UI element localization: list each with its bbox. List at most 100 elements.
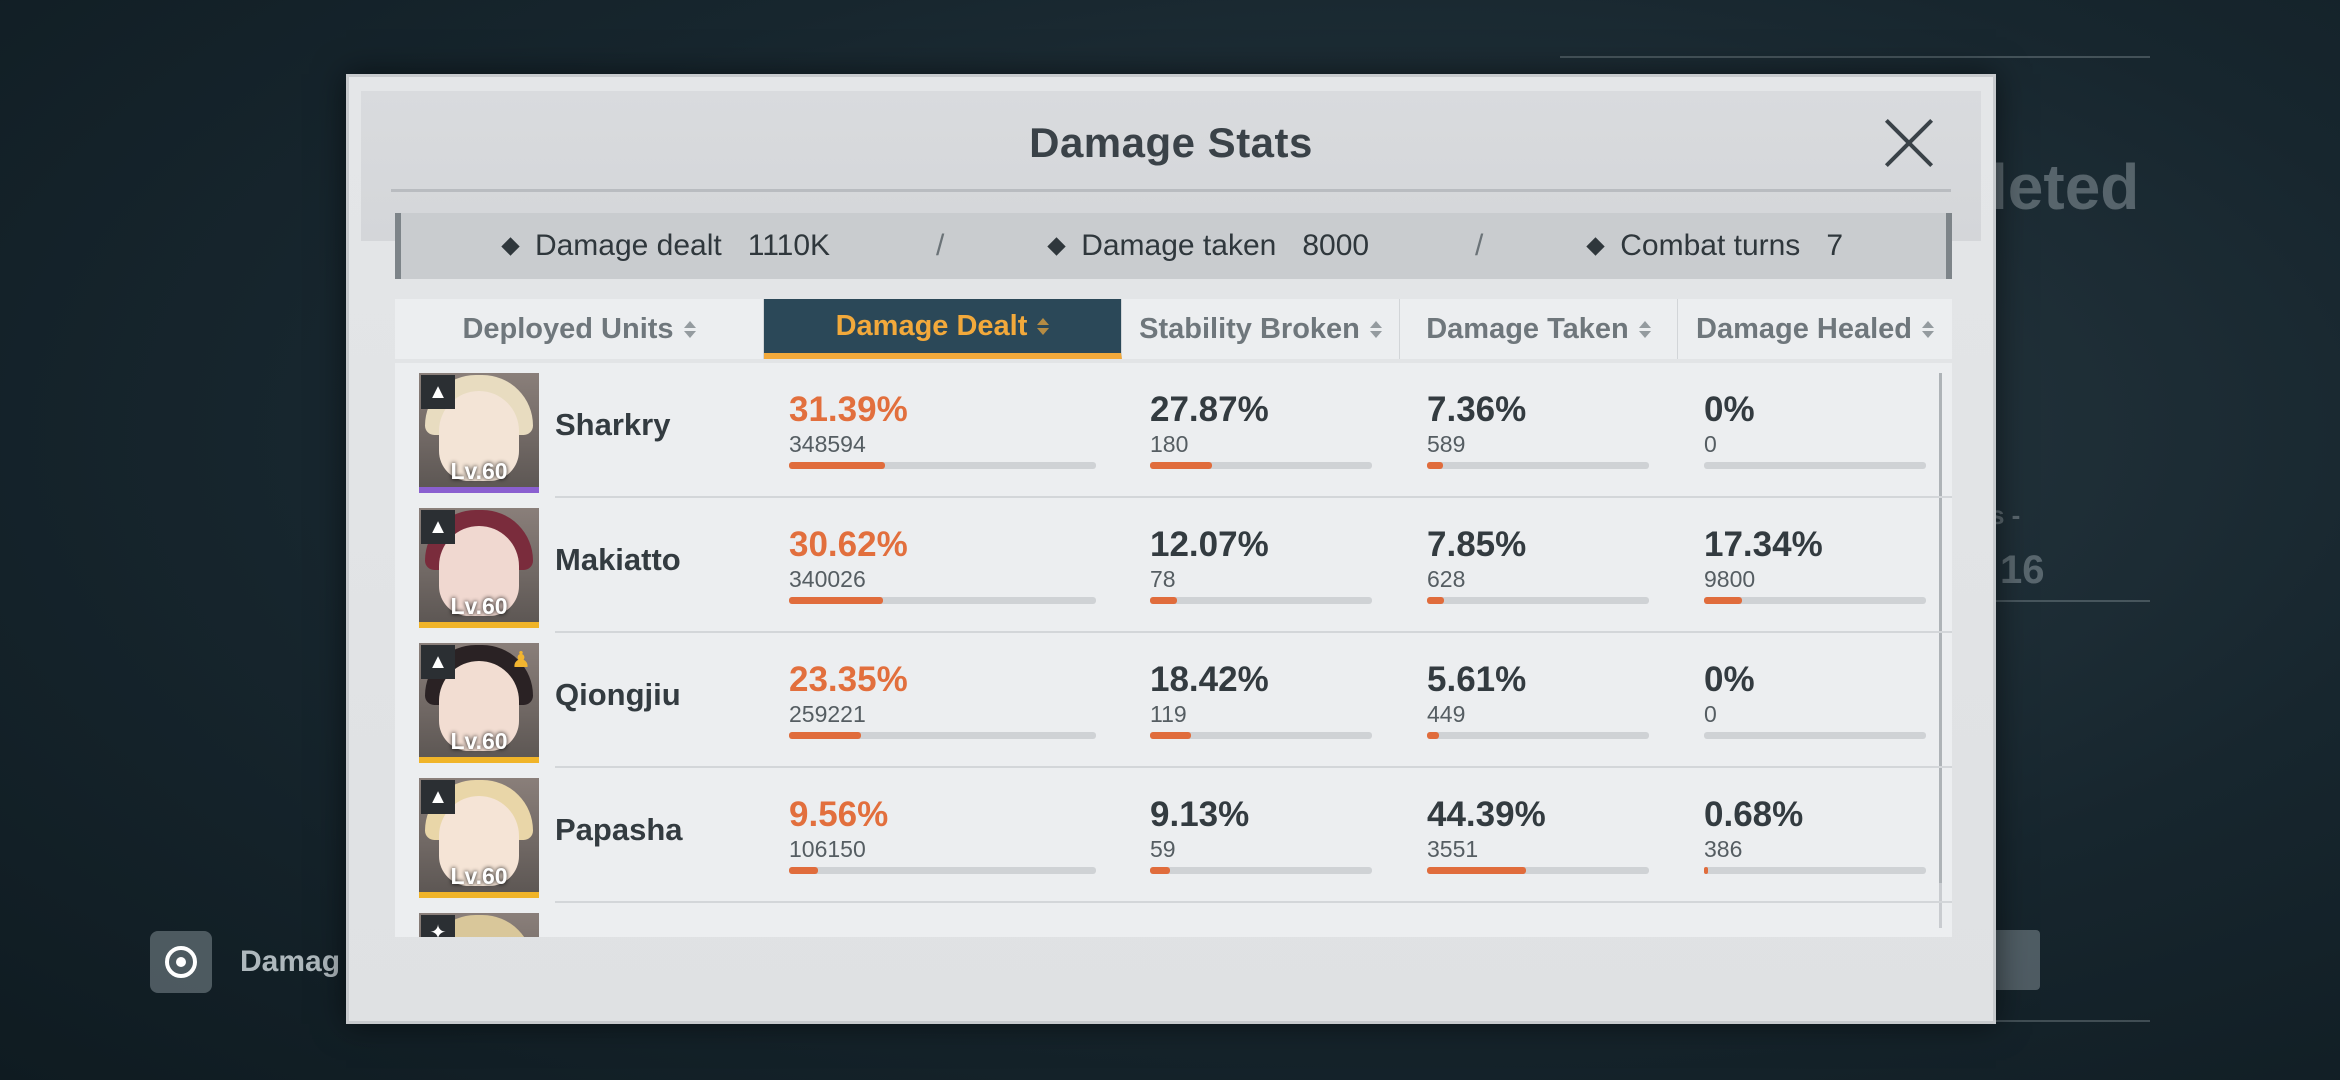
damage-stats-dialog: Damage Stats Damage dealt 1110K / Damage…	[346, 74, 1996, 1024]
stat-progress-fill	[1150, 867, 1171, 874]
summary-damage-taken: Damage taken 8000	[1047, 229, 1369, 263]
background-divider	[1900, 1020, 2150, 1022]
tab-damage-taken[interactable]: Damage Taken	[1400, 299, 1678, 359]
stat-value: 3551	[1427, 836, 1479, 862]
unit-row[interactable]: ▲ ♟ Lv.60 Qiongjiu 23.35% 259221 18.42% 119 5.61…	[395, 633, 1952, 768]
tab-label: Stability Broken	[1139, 312, 1360, 345]
background-value-fragment: 16	[2000, 548, 2045, 592]
stat-value: 78	[1150, 566, 1176, 592]
stat-stability-broken: 9.13% 59	[1150, 796, 1372, 874]
stat-percent: 44.39%	[1427, 795, 1546, 834]
unit-level: Lv.60	[450, 593, 508, 619]
background-damage-button[interactable]: Damag	[150, 930, 570, 994]
stat-progress-fill	[1427, 597, 1445, 604]
stat-progress-bar	[1704, 732, 1926, 739]
stat-value: 106150	[789, 836, 866, 862]
stat-percent: 7.85%	[1427, 525, 1527, 564]
background-divider	[1990, 600, 2150, 602]
unit-avatar[interactable]: ▲ ♟ Lv.60	[419, 643, 539, 763]
stat-progress-bar	[1427, 597, 1649, 604]
unit-row-partial[interactable]: ✦	[395, 903, 1952, 937]
stat-value: 119	[1150, 701, 1187, 727]
stat-value: 449	[1427, 701, 1466, 727]
unit-avatar[interactable]: ▲ Lv.60	[419, 778, 539, 898]
unit-avatar[interactable]: ▲ Lv.60	[419, 508, 539, 628]
unit-row[interactable]: ▲ Lv.60 Papasha 9.56% 106150 9.13% 59 44.39% 355…	[395, 768, 1952, 903]
stat-damage-healed: 17.34% 9800	[1704, 526, 1926, 604]
summary-damage-dealt: Damage dealt 1110K	[501, 229, 831, 263]
tab-damage-dealt[interactable]: Damage Dealt	[764, 299, 1122, 359]
unit-avatar[interactable]: ✦	[419, 913, 539, 937]
stat-progress-bar	[789, 597, 1096, 604]
stat-progress-bar	[1150, 597, 1372, 604]
unit-avatar[interactable]: ▲ Lv.60	[419, 373, 539, 493]
stat-progress-bar	[1427, 732, 1649, 739]
stats-tab-bar: Deployed Units Damage Dealt Stability Br…	[395, 299, 1952, 359]
unit-name: Makiatto	[555, 542, 681, 577]
stat-progress-bar	[1704, 867, 1926, 874]
stat-damage-dealt: 31.39% 348594	[789, 391, 1096, 469]
row-divider	[555, 496, 1952, 498]
stat-value: 0	[1704, 431, 1717, 457]
stat-value: 348594	[789, 431, 866, 457]
stat-percent: 5.61%	[1427, 660, 1527, 699]
scrollbar-thumb[interactable]	[1939, 373, 1942, 883]
summary-damage-taken-label: Damage taken	[1081, 229, 1277, 262]
stat-value: 589	[1427, 431, 1466, 457]
unit-name: Qiongjiu	[555, 677, 681, 712]
unit-level: Lv.60	[450, 863, 508, 889]
stat-progress-fill	[1704, 867, 1709, 874]
rarity-stripe	[419, 757, 539, 763]
diamond-bullet-icon	[1047, 236, 1066, 256]
dialog-title: Damage Stats	[1029, 119, 1313, 166]
stat-stability-broken: 12.07% 78	[1150, 526, 1372, 604]
stat-percent: 27.87%	[1150, 390, 1269, 429]
flame-class-icon: ▲	[421, 510, 455, 544]
diamond-bullet-icon	[1586, 236, 1605, 256]
background-button-label: Damag	[240, 945, 341, 978]
tab-stability-broken[interactable]: Stability Broken	[1122, 299, 1400, 359]
summary-separator: /	[1474, 229, 1484, 262]
stat-percent: 17.34%	[1704, 525, 1823, 564]
diamond-bullet-icon	[501, 236, 520, 256]
stat-damage-taken: 44.39% 3551	[1427, 796, 1649, 874]
stat-damage-healed: 0% 0	[1704, 661, 1926, 739]
stat-damage-dealt: 23.35% 259221	[789, 661, 1096, 739]
stat-stability-broken: 18.42% 119	[1150, 661, 1372, 739]
summary-damage-dealt-value: 1110K	[747, 229, 831, 262]
stat-percent: 30.62%	[789, 525, 908, 564]
sort-icon	[1369, 320, 1382, 338]
stat-value: 180	[1150, 431, 1189, 457]
flame-class-icon: ▲	[421, 780, 455, 814]
unit-name: Sharkry	[555, 407, 671, 442]
stat-percent: 0%	[1704, 660, 1755, 699]
flame-class-icon: ▲	[421, 375, 455, 409]
stat-damage-healed: 0% 0	[1704, 391, 1926, 469]
stat-progress-fill	[1150, 462, 1212, 469]
stat-progress-fill	[1150, 732, 1191, 739]
stat-progress-bar	[1150, 867, 1372, 874]
stat-progress-fill	[789, 732, 861, 739]
tab-deployed-units[interactable]: Deployed Units	[395, 299, 764, 359]
unit-stats-list[interactable]: ▲ Lv.60 Sharkry 31.39% 348594 27.87% 180 7.36% 5…	[395, 363, 1952, 937]
sort-icon	[1922, 320, 1934, 338]
stat-progress-bar	[1150, 462, 1372, 469]
unit-row[interactable]: ▲ Lv.60 Sharkry 31.39% 348594 27.87% 180 7.36% 5…	[395, 363, 1952, 498]
stat-progress-fill	[1150, 597, 1177, 604]
tab-label: Damage Taken	[1426, 312, 1629, 345]
close-button[interactable]	[1881, 115, 1937, 171]
unit-row[interactable]: ▲ Lv.60 Makiatto 30.62% 340026 12.07% 78 7.85% 6…	[395, 498, 1952, 633]
stat-percent: 18.42%	[1150, 660, 1269, 699]
stat-progress-fill	[1427, 732, 1440, 739]
stat-percent: 0.68%	[1704, 795, 1804, 834]
stat-progress-bar	[1427, 867, 1649, 874]
list-scrollbar[interactable]	[1939, 373, 1942, 928]
summary-damage-dealt-label: Damage dealt	[534, 229, 722, 262]
stat-stability-broken: 27.87% 180	[1150, 391, 1372, 469]
stat-value: 628	[1427, 566, 1466, 592]
flame-class-icon: ▲	[421, 645, 455, 679]
tab-damage-healed[interactable]: Damage Healed	[1678, 299, 1952, 359]
rarity-stripe	[419, 892, 539, 898]
stat-percent: 31.39%	[789, 390, 908, 429]
stat-percent: 23.35%	[789, 660, 908, 699]
